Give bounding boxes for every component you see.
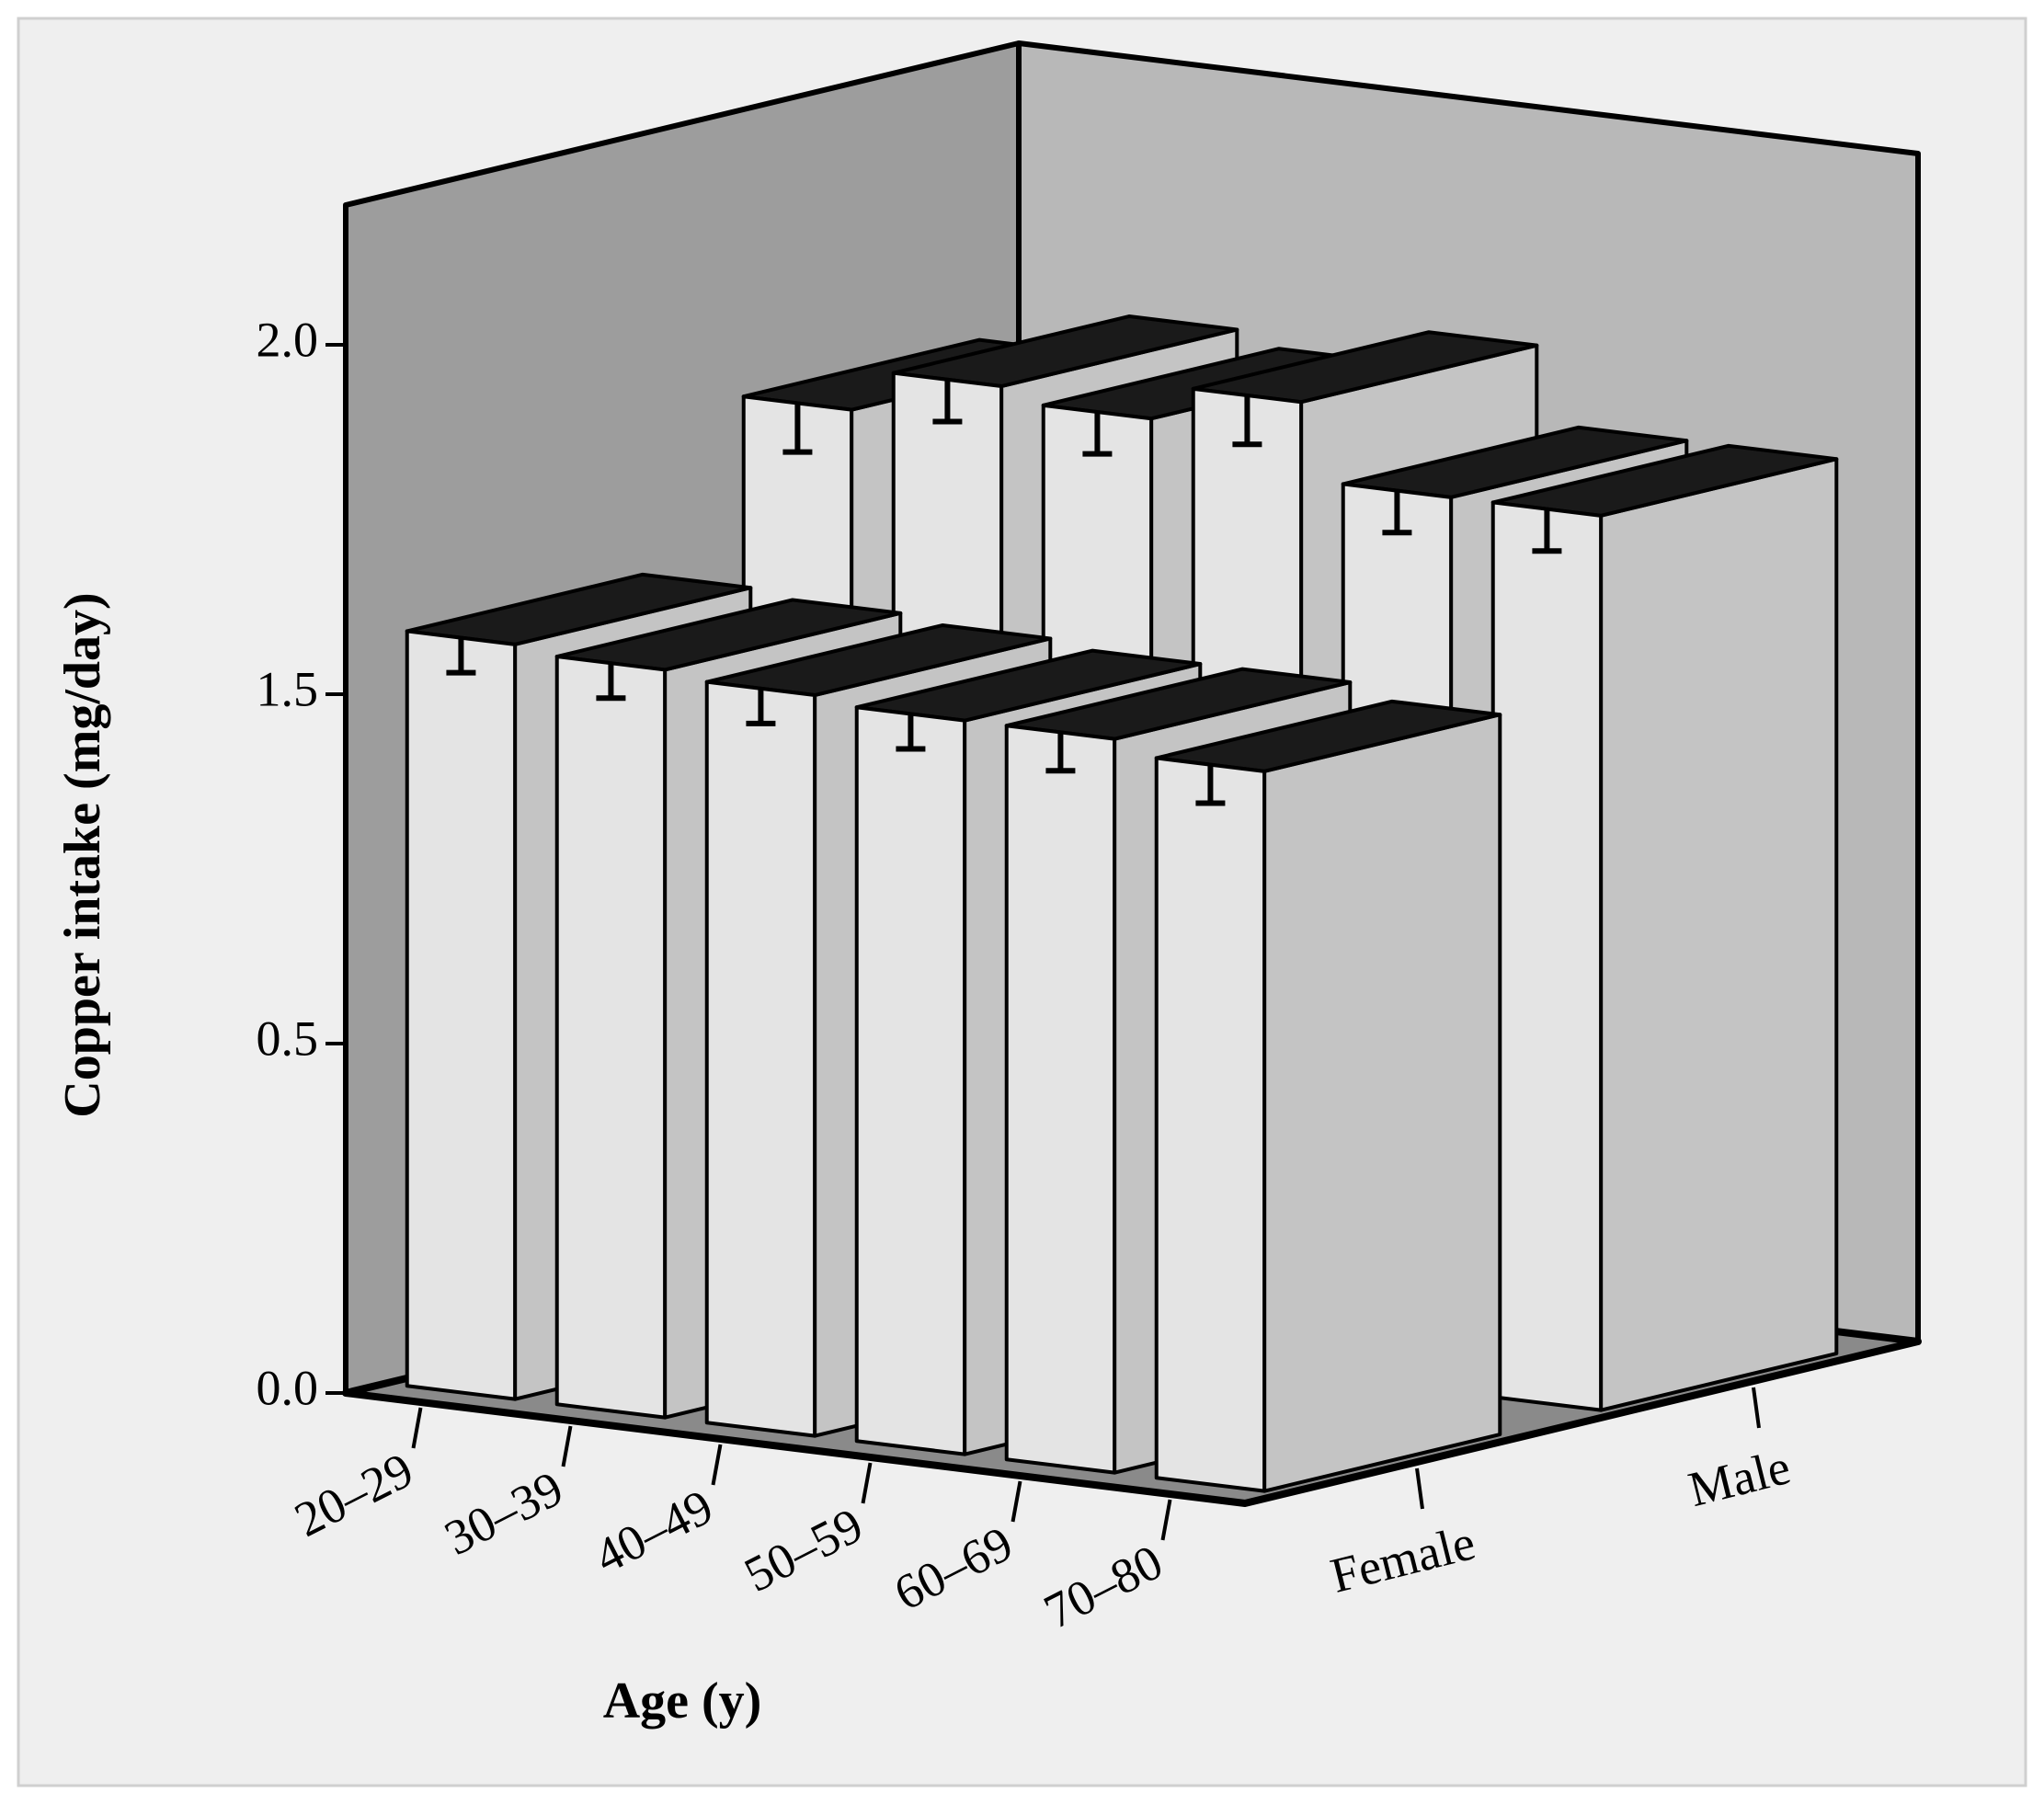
bar-side [1599,457,1839,1412]
x-axis-title: Age (y) [603,1673,762,1730]
error-bar [1082,412,1113,457]
error-bar [1045,732,1076,774]
bar-side [1262,713,1502,1493]
bar [1490,443,1839,1412]
y-tick-label: 2.0 [257,312,319,367]
error-bar [746,688,776,726]
error-bar [446,637,476,676]
x-tick [1011,1480,1022,1523]
error-bar [1532,508,1562,554]
bar-front [1004,724,1117,1475]
error-bar [1382,490,1412,536]
z-tick [1752,1387,1761,1429]
z-tick [1415,1467,1424,1510]
y-tick-label: 1.5 [257,661,319,716]
x-tick [711,1444,723,1486]
bar-front [704,679,817,1438]
error-bar [932,379,963,425]
bar-front [1490,500,1604,1412]
y-axis-title: Copper intake (mg/day) [54,592,111,1117]
error-bar [896,714,926,752]
x-tick [1160,1499,1172,1541]
x-tick [861,1462,873,1504]
x-tick [411,1407,423,1449]
y-tick-label: 0.0 [257,1360,319,1415]
error-bar [1195,764,1226,806]
bar-front [554,655,668,1420]
bar [1154,699,1502,1493]
error-bar [596,663,626,702]
bar-front [1154,756,1267,1493]
y-tick-label: 0.5 [257,1010,319,1066]
plot: 0.00.51.52.020–29 30–39 40–49 50–59 60–69 70–… [257,40,1922,1639]
x-tick [561,1425,573,1467]
bar-front [405,629,518,1401]
error-bar [1232,395,1262,448]
error-bar [782,403,813,455]
bar-front [854,705,967,1456]
